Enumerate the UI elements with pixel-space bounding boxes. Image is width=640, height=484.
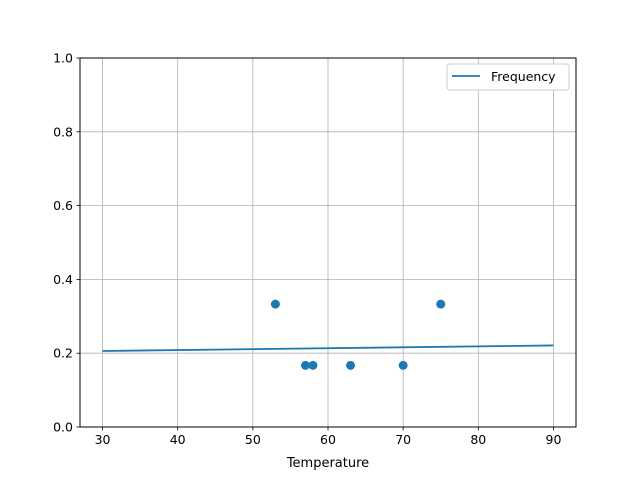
- scatter-point: [346, 360, 356, 370]
- series-line-frequency: [102, 344, 554, 352]
- marks: [102, 299, 554, 370]
- y-tick-label: 0.2: [53, 346, 73, 361]
- x-tick-label: 60: [320, 432, 336, 447]
- y-tick-label: 0.6: [53, 198, 73, 213]
- scatter-point: [300, 360, 310, 370]
- x-tick-label: 80: [470, 432, 486, 447]
- x-tick-label: 50: [245, 432, 261, 447]
- y-tick-label: 1.0: [53, 51, 73, 66]
- scatter-point: [436, 299, 446, 309]
- scatter-point: [270, 299, 280, 309]
- x-tick-label: 90: [546, 432, 562, 447]
- grid: [80, 57, 576, 428]
- legend: Frequency: [446, 63, 570, 91]
- y-tick-label: 0.4: [53, 272, 73, 287]
- scatter-point: [308, 360, 318, 370]
- x-tick-label: 30: [95, 432, 111, 447]
- y-tick-label: 0.8: [53, 124, 73, 139]
- x-axis-label: Temperature: [286, 456, 369, 471]
- legend-box: [446, 63, 570, 91]
- scatter-point: [398, 360, 408, 370]
- legend-label: Frequency: [491, 69, 556, 84]
- x-tick-label: 40: [170, 432, 186, 447]
- x-tick-label: 70: [395, 432, 411, 447]
- ticks: 30 40 50 60 70 80 90 0.0 0.2 0.4 0.6 0.8 1.0: [53, 51, 561, 448]
- y-tick-label: 0.0: [53, 420, 73, 435]
